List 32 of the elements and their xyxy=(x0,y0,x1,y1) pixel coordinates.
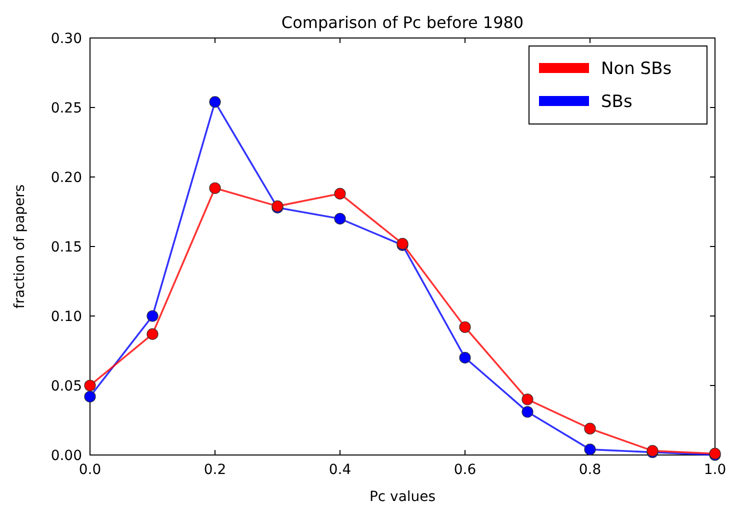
x-tick-label: 0.2 xyxy=(204,462,226,478)
point xyxy=(84,390,96,402)
x-axis-title: Pc values xyxy=(369,489,436,505)
point xyxy=(459,352,471,364)
chart-title: Comparison of Pc before 1980 xyxy=(281,13,524,32)
point xyxy=(584,444,596,456)
point xyxy=(146,328,158,340)
point xyxy=(84,380,96,392)
x-tick-label: 0.6 xyxy=(454,462,476,478)
y-tick-label: 0.25 xyxy=(50,100,82,116)
y-tick-label: 0.00 xyxy=(50,448,82,464)
point xyxy=(522,394,534,406)
point xyxy=(459,321,471,333)
point xyxy=(146,310,158,322)
x-tick-label: 0.8 xyxy=(578,462,602,478)
x-tick-label: 0.4 xyxy=(328,462,352,478)
y-tick-label: 0.15 xyxy=(50,239,82,256)
point xyxy=(584,422,596,434)
point xyxy=(334,188,346,200)
y-tick-label: 0.10 xyxy=(50,308,82,325)
y-axis-title: fraction of papers xyxy=(12,184,28,309)
legend-label: SBs xyxy=(601,92,632,112)
x-tick-label: 0.0 xyxy=(78,462,102,478)
point xyxy=(334,212,346,224)
y-tick-label: 0.30 xyxy=(50,30,82,47)
y-tick-label: 0.05 xyxy=(50,378,82,394)
point xyxy=(522,406,534,418)
point xyxy=(209,96,221,108)
legend-label: Non SBs xyxy=(601,58,672,79)
point xyxy=(209,182,221,194)
y-tick-label: 0.20 xyxy=(50,170,82,186)
x-tick-label: 1.0 xyxy=(704,462,726,478)
